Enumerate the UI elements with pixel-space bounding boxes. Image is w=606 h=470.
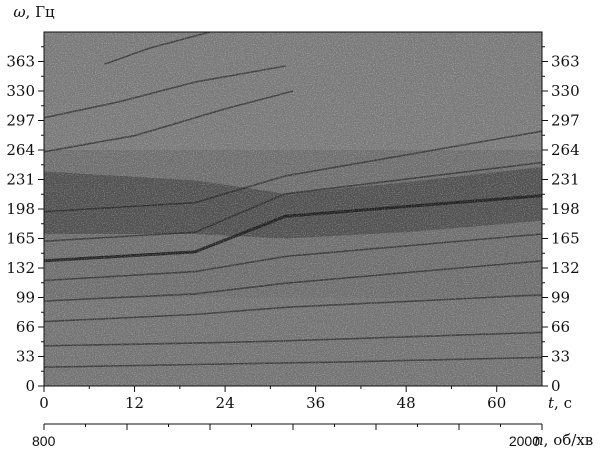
spectrogram-noise [44,32,542,386]
x-axis-symbol: t [548,394,555,412]
y-tick-label-right: 198 [551,200,580,218]
secondary-x-tick-label: 2000 [509,433,540,449]
y-tick-label: 264 [6,141,35,159]
y-axis-left: 0 33 66 99 132 165 198 231 264 297 330 363 [6,46,44,395]
y-tick-label: 99 [16,289,35,307]
y-tick-label: 198 [6,200,35,218]
secondary-x-axis-symbol: n [534,431,544,449]
y-axis-title: ω, Гц [13,3,55,21]
x-axis-unit: , с [554,394,572,412]
y-tick-label: 330 [6,82,35,100]
y-tick-label: 0 [25,377,35,395]
x-tick-label: 60 [487,394,506,412]
y-tick-label: 33 [16,348,35,366]
x-tick-label: 48 [397,394,416,412]
x-tick-label: 0 [39,394,49,412]
y-tick-label-right: 33 [551,348,570,366]
y-tick-label-right: 66 [551,318,570,336]
secondary-x-tick-label: 800 [32,433,56,449]
y-tick-label: 132 [6,259,35,277]
x-tick-label: 36 [306,394,325,412]
x-axis-title: t, с [548,394,572,412]
y-tick-label: 363 [6,53,35,71]
y-axis-symbol: ω [13,3,25,21]
x-tick-label: 24 [216,394,235,412]
y-axis-unit: , Гц [26,3,55,21]
x-tick-label: 12 [125,394,144,412]
secondary-x-axis: 800 2000 [32,423,543,449]
y-tick-label-right: 165 [551,230,580,248]
y-tick-label: 231 [6,171,35,189]
y-tick-label-right: 330 [551,82,580,100]
secondary-x-axis-title: n, об/хв [534,431,593,449]
y-axis-right: 0 33 66 99 132 165 198 231 264 297 330 363 [542,46,580,395]
y-tick-label-right: 264 [551,141,580,159]
y-tick-label-right: 132 [551,259,580,277]
y-tick-label: 165 [6,230,35,248]
secondary-x-axis-unit: , об/хв [544,431,594,449]
y-tick-label-right: 231 [551,171,580,189]
y-tick-label-right: 363 [551,53,580,71]
y-tick-label-right: 0 [551,377,561,395]
y-tick-label-right: 99 [551,289,570,307]
x-axis: 0 12 24 36 48 60 [39,386,506,412]
y-tick-label: 66 [16,318,35,336]
y-tick-label-right: 297 [551,112,580,130]
y-tick-label: 297 [6,112,35,130]
